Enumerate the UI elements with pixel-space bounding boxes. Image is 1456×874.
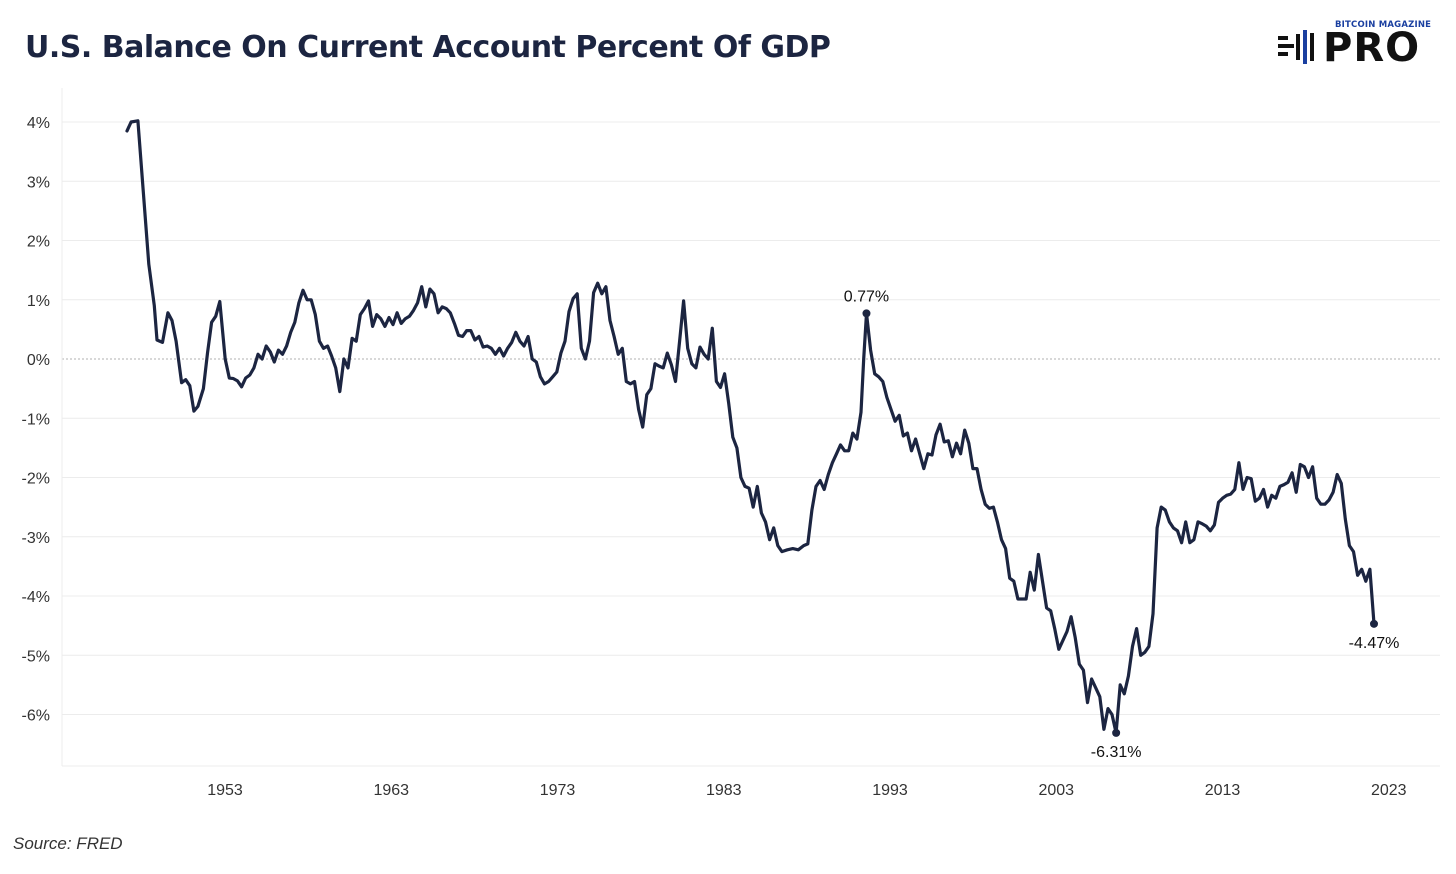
series-line (125, 119, 1376, 735)
x-tick-label: 2013 (1205, 782, 1241, 799)
annotation-marker (1112, 728, 1121, 737)
y-tick-label: 4% (27, 115, 50, 132)
annotation-marker (1370, 619, 1378, 628)
x-tick-label: 1993 (872, 782, 908, 799)
bitcoin-magazine-pro-logo: BITCOIN MAGAZINE PRO (1276, 20, 1446, 72)
annotation-label: 0.77% (844, 288, 889, 305)
y-tick-label: -4% (22, 589, 50, 606)
x-tick-label: 1953 (207, 782, 243, 799)
x-tick-label: 2023 (1371, 782, 1407, 799)
y-tick-label: 0% (27, 352, 50, 369)
y-tick-label: -2% (22, 471, 50, 488)
annotation-label: -4.47% (1349, 635, 1400, 652)
x-tick-label: 1973 (540, 782, 576, 799)
y-tick-label: 1% (27, 293, 50, 310)
logo-top-text: BITCOIN MAGAZINE (1335, 20, 1432, 30)
y-tick-label: -5% (22, 648, 50, 665)
source-label: Source: FRED (13, 834, 123, 853)
y-tick-label: -1% (22, 411, 50, 428)
x-tick-label: 1963 (373, 782, 409, 799)
y-tick-label: 3% (27, 174, 50, 191)
annotation-label: -6.31% (1091, 744, 1142, 761)
chart-title: U.S. Balance On Current Account Percent … (25, 30, 831, 65)
logo-bars-icon (1278, 30, 1314, 64)
y-tick-label: 2% (27, 234, 50, 251)
x-tick-label: 1983 (706, 782, 742, 799)
y-tick-label: -6% (22, 708, 50, 725)
x-tick-label: 2003 (1038, 782, 1074, 799)
annotation-marker (862, 309, 871, 318)
logo-main-text: PRO (1323, 25, 1421, 71)
y-tick-label: -3% (22, 530, 50, 547)
